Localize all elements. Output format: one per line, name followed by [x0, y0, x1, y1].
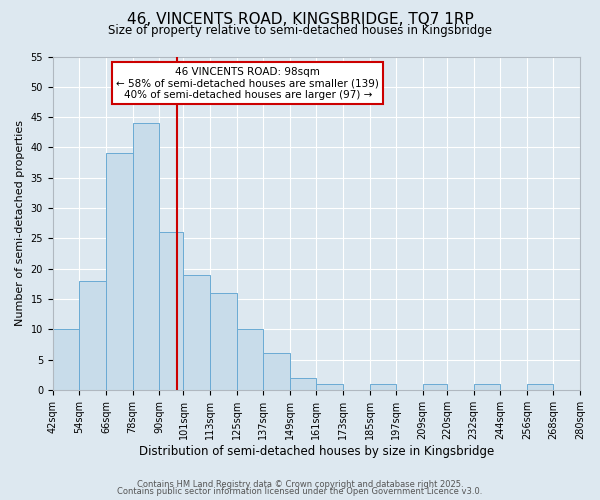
Bar	[290, 378, 316, 390]
Bar	[133, 123, 159, 390]
X-axis label: Distribution of semi-detached houses by size in Kingsbridge: Distribution of semi-detached houses by …	[139, 444, 494, 458]
Bar	[527, 384, 553, 390]
Bar	[53, 329, 79, 390]
Y-axis label: Number of semi-detached properties: Number of semi-detached properties	[15, 120, 25, 326]
Bar	[210, 293, 236, 390]
Text: Contains public sector information licensed under the Open Government Licence v3: Contains public sector information licen…	[118, 487, 482, 496]
Bar	[423, 384, 447, 390]
Bar	[370, 384, 396, 390]
Text: 46 VINCENTS ROAD: 98sqm
← 58% of semi-detached houses are smaller (139)
40% of s: 46 VINCENTS ROAD: 98sqm ← 58% of semi-de…	[116, 66, 379, 100]
Text: Size of property relative to semi-detached houses in Kingsbridge: Size of property relative to semi-detach…	[108, 24, 492, 37]
Bar	[473, 384, 500, 390]
Bar	[184, 274, 210, 390]
Bar	[236, 329, 263, 390]
Bar	[316, 384, 343, 390]
Text: 46, VINCENTS ROAD, KINGSBRIDGE, TQ7 1RP: 46, VINCENTS ROAD, KINGSBRIDGE, TQ7 1RP	[127, 12, 473, 28]
Text: Contains HM Land Registry data © Crown copyright and database right 2025.: Contains HM Land Registry data © Crown c…	[137, 480, 463, 489]
Bar	[263, 354, 290, 390]
Bar	[106, 154, 133, 390]
Bar	[79, 281, 106, 390]
Bar	[159, 232, 184, 390]
